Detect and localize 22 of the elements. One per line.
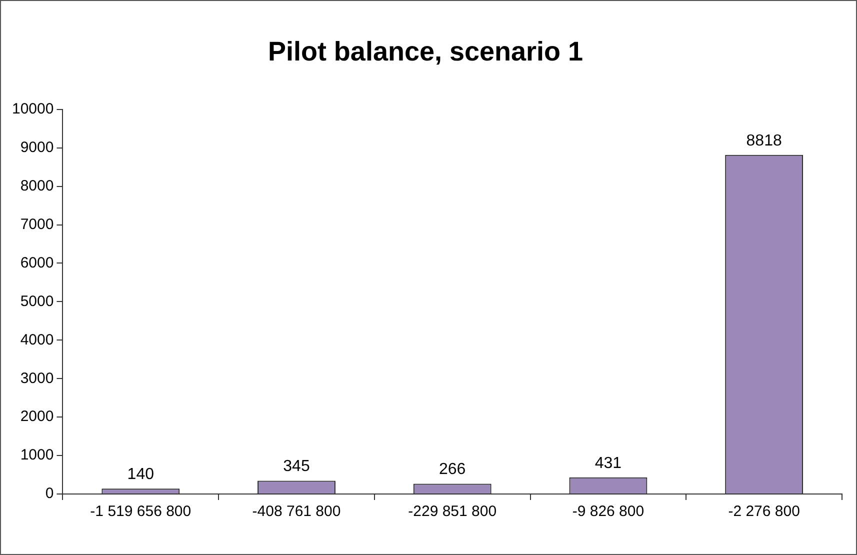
x-tick-label: -408 761 800 [252, 503, 341, 520]
y-tick-label: 3000 [20, 370, 54, 387]
y-tick-label: 1000 [20, 446, 54, 464]
y-tick-label: 7000 [20, 216, 54, 233]
y-tick-label: 10000 [12, 100, 54, 118]
y-tick-label: 2000 [20, 408, 54, 426]
chart-title: Pilot balance, scenario 1 [268, 36, 584, 67]
y-tick-label: 9000 [20, 139, 54, 156]
y-tick-label: 8000 [20, 177, 54, 194]
data-label: 8818 [746, 132, 782, 150]
data-label: 266 [439, 461, 466, 478]
y-tick-label: 6000 [20, 254, 54, 272]
x-tick-label: -1 519 656 800 [90, 503, 192, 520]
y-tick-label: 5000 [20, 292, 54, 310]
y-tick-label: 4000 [20, 331, 54, 348]
y-tick-label: 0 [45, 485, 54, 502]
x-tick-label: -9 826 800 [572, 503, 644, 520]
x-tick-label: -2 276 800 [728, 503, 800, 520]
x-tick-label: -229 851 800 [408, 503, 497, 520]
data-label: 140 [127, 466, 154, 484]
data-label: 345 [283, 458, 310, 476]
data-label: 431 [594, 454, 622, 472]
